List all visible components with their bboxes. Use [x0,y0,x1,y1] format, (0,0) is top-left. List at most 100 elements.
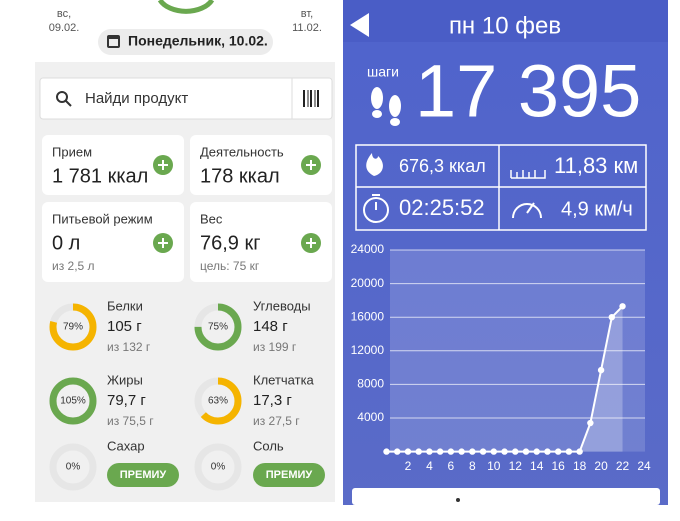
ring-label: 79% [63,322,83,333]
card[interactable] [190,202,332,282]
x-tick-label: 16 [551,459,565,473]
ring-track [49,443,97,491]
ring-label: 0% [66,462,81,473]
x-tick-label: 18 [573,459,587,473]
x-tick-label: 4 [426,459,433,473]
nutrient-goal: из 27,5 г [253,414,300,428]
point [522,448,530,455]
current-date: Понедельник, 10.02. [128,33,268,49]
card-value: 0 л [52,232,80,254]
search-icon [56,91,72,107]
card[interactable] [42,135,184,195]
nutrient-name: Соль [253,438,284,453]
card-title: Вес [200,211,223,226]
x-tick-label: 6 [448,459,455,473]
plus-sign [158,160,168,170]
card-note: из 2,5 л [52,259,95,273]
point [447,448,455,455]
steps-label: шаги [367,64,399,80]
point [479,448,487,455]
premium-button[interactable] [107,463,179,487]
stats-grid [355,144,647,231]
ring-label: 63% [208,396,228,407]
x-tick-label: 2 [405,459,412,473]
x-tick-label: 14 [530,459,544,473]
bottom-bar [352,488,660,505]
card-value: 76,9 кг [200,232,261,254]
point [619,303,626,310]
nutrient-name: Жиры [107,372,143,387]
y-tick-label: 4000 [357,410,384,424]
ring-label: 0% [211,462,226,473]
timer-icon [363,194,389,223]
premium-label: ПРЕМИУ [266,469,313,481]
card-note: цель: 75 кг [200,259,260,273]
y-tick-label: 12000 [351,343,385,357]
calendar-icon [107,35,120,48]
prev-date[interactable]: 09.02. [49,22,80,34]
card-title: Прием [52,144,92,159]
point [565,448,573,455]
ring-progress [194,303,242,351]
point [597,366,605,374]
plus-sign [306,160,316,170]
point [608,314,616,321]
point [394,448,401,455]
point [415,448,422,455]
ring-label: 75% [208,322,228,333]
point [533,448,540,455]
card[interactable] [190,135,332,195]
ring-label: 105% [60,396,86,407]
distance-icon [510,170,546,179]
point [490,448,497,455]
stat-speed: 4,9 км/ч [561,198,633,220]
point [544,448,551,455]
card[interactable] [42,202,184,282]
premium-button[interactable] [253,463,325,487]
area [386,306,623,452]
ring-progress [49,377,97,425]
speed-icon [512,202,542,219]
nutrient-goal: из 75,5 г [107,414,154,428]
point [512,448,519,455]
page-dot [456,498,460,502]
barcode-icon[interactable] [303,90,319,107]
nutrient-amount: 148 г [253,318,288,335]
x-tick-label: 24 [637,459,651,473]
x-tick-label: 20 [594,459,608,473]
card-value: 1 781 ккал [52,165,148,187]
stat-duration: 02:25:52 [399,195,485,220]
point [458,448,465,455]
x-tick-label: 8 [469,459,476,473]
y-tick-label: 20000 [351,276,385,290]
point [554,448,562,455]
point [436,448,444,455]
ring-progress [49,303,97,351]
card-title: Деятельность [200,144,284,159]
x-tick-label: 22 [616,459,630,473]
calories-icon [366,153,383,176]
next-date[interactable]: 11.02. [292,22,322,34]
point [576,448,583,455]
activity-panel [343,0,668,505]
nutrient-name: Сахар [107,438,145,453]
day-indicator [157,0,215,14]
footprints-icon [371,87,401,126]
ring-progress [194,377,242,425]
nutrient-amount: 17,3 г [253,392,292,409]
search-placeholder: Найди продукт [85,90,188,107]
point [469,448,476,455]
nutrient-amount: 79,7 г [107,392,146,409]
point [587,419,594,427]
stat-calories: 676,3 ккал [399,156,486,176]
nutrient-goal: из 132 г [107,340,151,354]
card-title: Питьевой режим [52,211,153,226]
next-weekday: вт, [301,8,313,20]
back-button[interactable] [350,13,369,37]
ring-track [194,443,242,491]
nutrient-name: Углеводы [253,298,311,313]
search-box[interactable] [39,77,333,120]
y-tick-label: 8000 [357,377,384,391]
date-pill[interactable] [98,29,273,55]
